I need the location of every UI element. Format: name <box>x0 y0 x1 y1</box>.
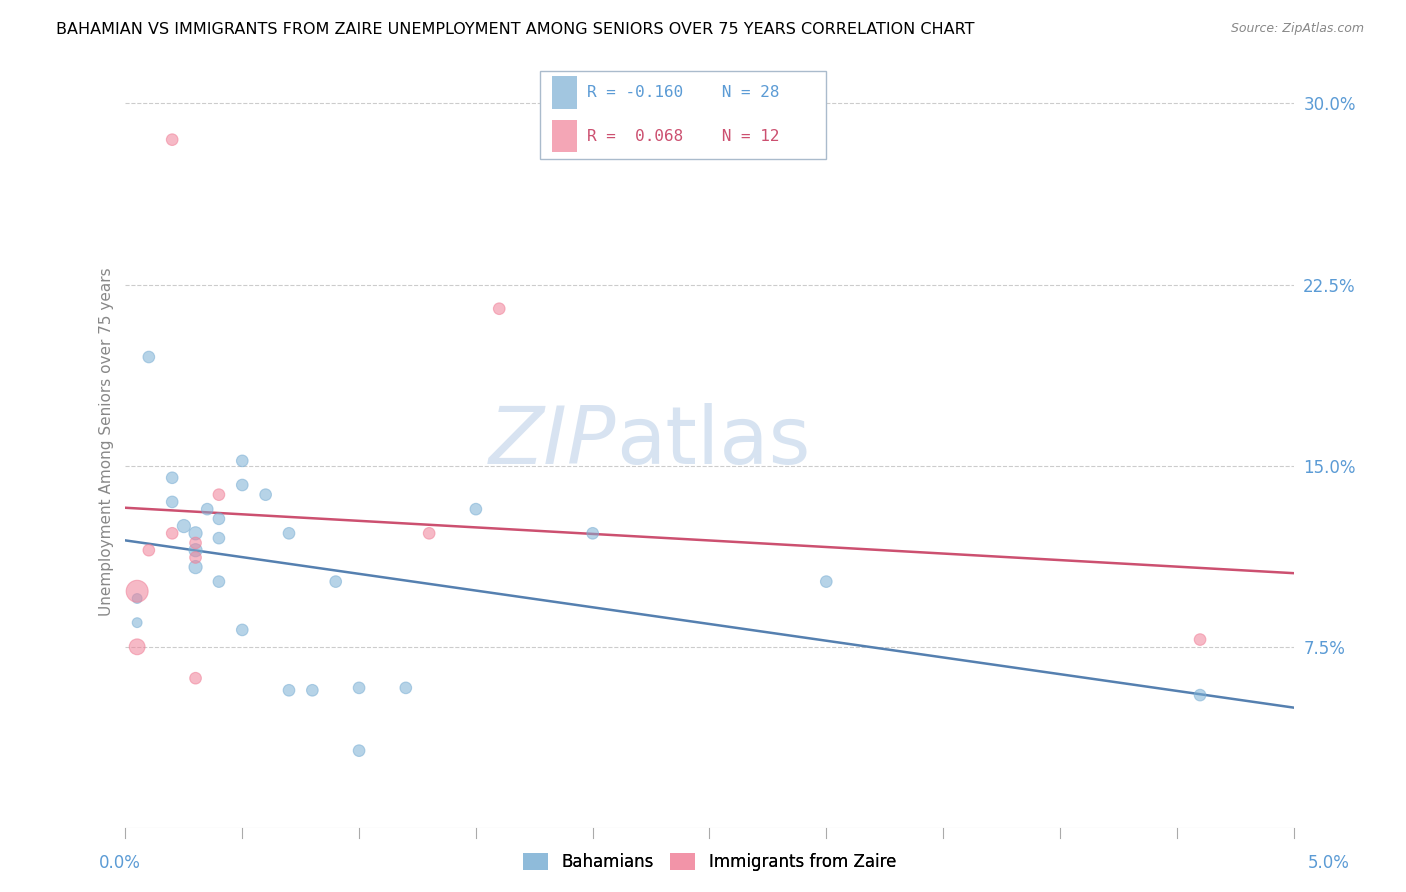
Point <box>184 536 207 550</box>
Text: 0.0%: 0.0% <box>98 855 141 872</box>
Point <box>160 495 183 509</box>
Point <box>301 683 323 698</box>
Text: ZIP: ZIP <box>489 402 616 481</box>
Bar <box>551 77 578 109</box>
Point <box>160 471 183 485</box>
Point <box>195 502 218 516</box>
Point <box>160 133 183 147</box>
Point <box>208 531 231 545</box>
Point <box>347 681 370 695</box>
Point <box>231 623 253 637</box>
Point <box>184 560 207 574</box>
Text: BAHAMIAN VS IMMIGRANTS FROM ZAIRE UNEMPLOYMENT AMONG SENIORS OVER 75 YEARS CORRE: BAHAMIAN VS IMMIGRANTS FROM ZAIRE UNEMPL… <box>56 22 974 37</box>
Point <box>464 502 486 516</box>
Point <box>231 478 253 492</box>
Point <box>127 640 149 654</box>
Point <box>208 574 231 589</box>
Legend: Bahamians, Immigrants from Zaire: Bahamians, Immigrants from Zaire <box>516 847 903 878</box>
Point <box>208 512 231 526</box>
Point <box>395 681 418 695</box>
Point <box>1189 688 1212 702</box>
Text: R = -0.160    N = 28: R = -0.160 N = 28 <box>586 85 779 100</box>
Point <box>127 615 149 630</box>
Point <box>127 584 149 599</box>
Point <box>278 526 301 541</box>
Point <box>173 519 195 533</box>
FancyBboxPatch shape <box>540 70 827 160</box>
Point <box>815 574 838 589</box>
Point <box>208 488 231 502</box>
Point <box>582 526 605 541</box>
Point <box>160 526 183 541</box>
Point <box>138 543 160 558</box>
Point <box>325 574 347 589</box>
Point <box>418 526 440 541</box>
Point <box>184 526 207 541</box>
Point <box>347 744 370 758</box>
Text: R =  0.068    N = 12: R = 0.068 N = 12 <box>586 128 779 144</box>
Text: 5.0%: 5.0% <box>1308 855 1350 872</box>
Bar <box>551 120 578 153</box>
Point <box>231 454 253 468</box>
Point <box>184 671 207 685</box>
Text: atlas: atlas <box>616 402 810 481</box>
Y-axis label: Unemployment Among Seniors over 75 years: Unemployment Among Seniors over 75 years <box>100 268 114 615</box>
Point <box>127 591 149 606</box>
Point <box>184 543 207 558</box>
Point <box>254 488 277 502</box>
Point <box>1189 632 1212 647</box>
Point <box>278 683 301 698</box>
Text: Source: ZipAtlas.com: Source: ZipAtlas.com <box>1230 22 1364 36</box>
Point <box>138 350 160 364</box>
Point <box>184 550 207 565</box>
Point <box>488 301 510 316</box>
